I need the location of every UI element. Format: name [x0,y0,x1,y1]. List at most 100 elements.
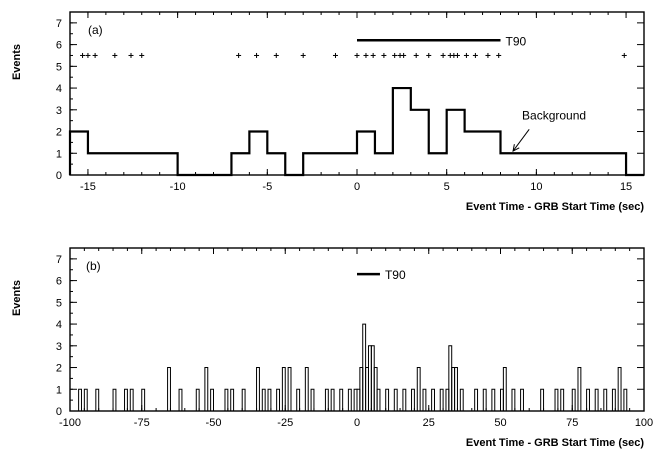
plot-frame [69,247,645,412]
histogram-bin [204,367,209,411]
histogram-bin [376,388,381,411]
panel-b: -100 -75 -50 -25 0 25 50 75 100 0 1 2 3 4 5 6 7 Event Tim… [11,247,653,449]
histogram-bin [454,367,458,411]
histogram-bin [586,388,590,411]
x-tick-label: 0 [354,417,360,429]
histogram-bin [617,367,622,411]
histogram-bin [611,388,616,411]
histogram-bin [594,388,599,411]
histogram-bin [347,388,352,411]
x-tick-label: -100 [59,417,81,429]
histogram-bin [230,388,235,411]
panel-label: (a) [88,23,103,37]
histogram-bin [416,367,421,411]
histogram-bin [571,388,576,411]
panel-label: (b) [86,259,101,273]
y-tick-label: 1 [56,148,62,160]
histogram-bin [402,388,407,411]
histogram-bin [241,388,246,411]
y-tick-label: 2 [56,127,62,139]
x-tick-label: 5 [444,181,450,193]
histogram-bin [459,388,464,411]
y-tick-label: 3 [56,105,62,117]
histogram-bin [310,388,315,411]
x-axis-label: Event Time - GRB Start Time (sec) [466,437,644,449]
t90-label: T90 [506,34,527,48]
histogram-outline [68,86,644,177]
x-tick-label: 25 [423,417,435,429]
histogram-bin [520,388,524,411]
y-tick-label: 0 [56,406,62,418]
histogram-bin [474,388,479,411]
x-axis-label: Event Time - GRB Start Time (sec) [466,201,644,213]
y-tick-label: 7 [56,254,62,266]
histogram-bin [224,388,229,411]
histogram-bin [267,388,272,411]
histogram-bin [385,388,390,411]
histogram-bin [276,388,281,411]
y-tick-label: 6 [56,276,62,288]
histogram-bin [261,388,266,411]
histogram-bin [393,388,398,411]
x-tick-label: -10 [170,181,186,193]
histogram-bin [491,388,496,411]
histogram-bin [482,388,487,411]
x-tick-label: 10 [530,181,542,193]
histogram-bin [95,388,100,411]
histogram-bin [210,388,214,411]
panel-a: -15 -10 -5 0 5 10 15 0 1 2 3 4 5 6 7 Event Time - GRB S… [11,11,645,213]
histogram-bin [577,367,582,411]
histogram-bin [502,367,507,411]
x-tick-label: 75 [566,417,578,429]
histogram-bin [167,367,171,411]
x-tick-label: -15 [80,181,96,193]
y-tick-label: 6 [56,40,62,52]
histogram-bin [256,367,260,411]
y-tick-label: 2 [56,363,62,375]
histogram-bin [178,388,183,411]
histogram-bin [511,388,516,411]
y-tick-label: 1 [56,384,62,396]
histogram-bin [112,388,117,411]
y-tick-label: 5 [56,61,62,73]
histogram-bin [439,388,444,411]
x-tick-label: 50 [494,417,506,429]
histogram-bin [195,388,200,411]
background-label: Background [522,109,586,123]
histogram-bin [304,367,309,411]
x-tick-label: 15 [620,181,632,193]
x-tick-label: -25 [277,417,293,429]
x-tick-label: 100 [635,417,653,429]
y-axis-label: Events [11,280,23,316]
histogram-bin [78,388,82,411]
y-tick-label: 4 [56,83,62,95]
t90-label: T90 [385,268,406,282]
histogram-bin [603,388,608,411]
x-tick-label: 0 [354,181,360,193]
y-tick-label: 3 [56,341,62,353]
histogram-bin [554,388,559,411]
histogram-bin [129,388,134,411]
background-arrow [512,129,530,152]
histogram-bin [339,388,344,411]
x-tick-label: -5 [262,181,272,193]
histogram-bin [141,388,146,411]
histogram-bin [83,388,88,411]
histogram-bin [560,388,565,411]
histogram-bin [411,388,415,411]
histogram-bin [124,388,128,411]
x-tick-label: -75 [134,417,150,429]
x-tick-label: -50 [206,417,222,429]
y-tick-label: 7 [56,18,62,30]
y-tick-label: 5 [56,297,62,309]
histogram-bin [422,388,427,411]
background-arrowhead [512,144,520,153]
histogram-bin [287,367,292,411]
y-tick-label: 0 [56,170,62,182]
histogram-bin [431,388,435,411]
histogram-bin [281,367,286,411]
histogram-bin [623,388,628,411]
histogram-bin [330,388,335,411]
histogram-bin [324,388,329,411]
